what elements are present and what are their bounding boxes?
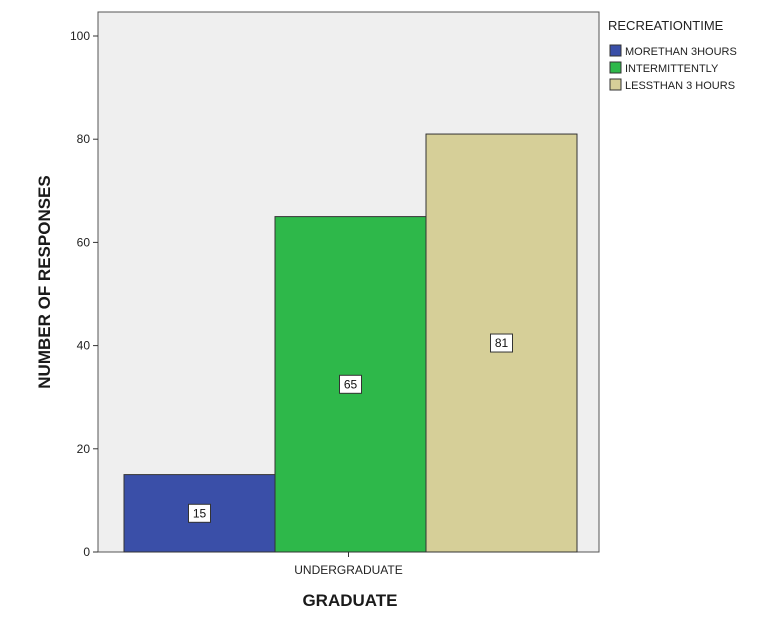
data-label: 65 — [344, 377, 358, 391]
y-tick-label: 0 — [83, 545, 90, 559]
x-tick-label: UNDERGRADUATE — [294, 563, 402, 577]
legend: RECREATIONTIME MORETHAN 3HOURS INTERMITTE… — [608, 18, 737, 92]
legend-swatch — [609, 61, 622, 74]
legend-label: MORETHAN 3HOURS — [625, 46, 737, 58]
data-label-box — [339, 374, 362, 394]
legend-label: LESSTHAN 3 HOURS — [625, 80, 735, 92]
y-axis-title: NUMBER OF RESPONSES — [35, 175, 54, 388]
y-tick-label: 20 — [77, 442, 91, 456]
legend-label: INTERMITTENTLY — [625, 63, 719, 75]
legend-swatch — [609, 78, 622, 91]
y-tick-label: 40 — [77, 339, 91, 353]
bars-layer: 15 65 81 — [123, 133, 578, 553]
data-label-box — [490, 333, 513, 353]
y-tick-label: 100 — [70, 29, 90, 43]
legend-title: RECREATIONTIME — [608, 18, 724, 33]
y-tick-label: 60 — [77, 235, 91, 249]
data-label: 81 — [495, 336, 509, 350]
data-label: 15 — [193, 506, 207, 520]
legend-swatch — [609, 44, 622, 57]
data-label-box — [188, 503, 211, 523]
x-axis-title: GRADUATE — [302, 591, 397, 610]
axes-layer: 0 20 40 60 80 100 UNDERGRADUATE — [70, 29, 403, 577]
y-tick-label: 80 — [77, 132, 91, 146]
